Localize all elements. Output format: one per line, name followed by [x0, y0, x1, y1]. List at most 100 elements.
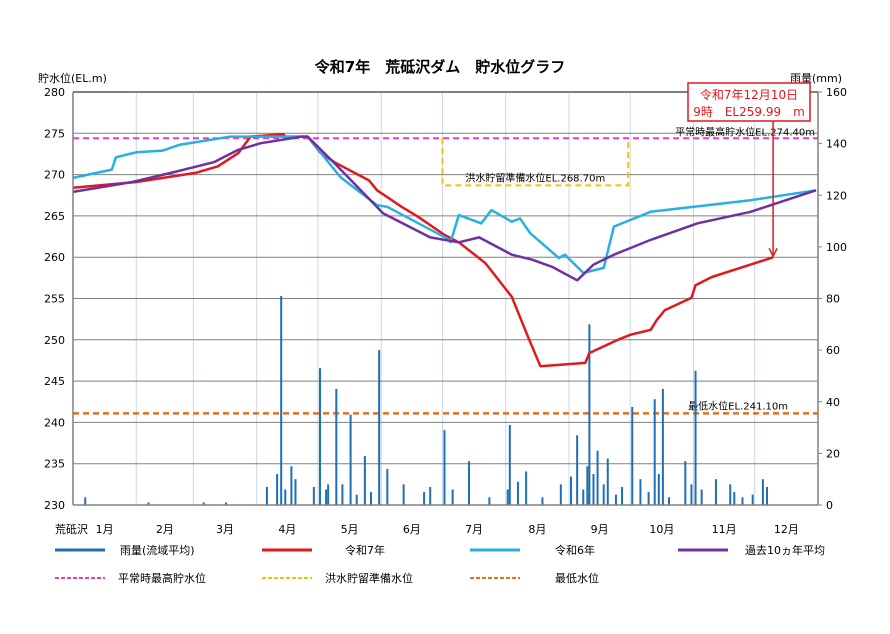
month-label: 12月 [774, 523, 799, 536]
annotation-arrow-head [768, 247, 778, 258]
rainfall-bar [588, 324, 591, 505]
month-label: 4月 [278, 523, 296, 536]
left-tick-label: 235 [44, 458, 65, 471]
rainfall-bar [341, 484, 344, 505]
rainfall-bar [349, 414, 352, 505]
chart-title: 令和7年 荒砥沢ダム 貯水位グラフ [315, 58, 565, 76]
month-label: 6月 [403, 523, 421, 536]
right-tick-label: 140 [826, 138, 847, 151]
rainfall-bar [506, 489, 509, 505]
right-tick-label: 20 [826, 447, 840, 460]
rainfall-bar [653, 399, 656, 505]
rainfall-bar [639, 479, 642, 505]
rainfall-bar [265, 486, 268, 505]
rainfall-bar [751, 494, 754, 505]
rainfall-bar [516, 481, 519, 505]
rainfall-bar [596, 450, 599, 505]
month-label: 5月 [341, 523, 359, 536]
month-label: 9月 [591, 523, 609, 536]
rainfall-bar [559, 484, 562, 505]
level-lines [72, 132, 817, 368]
rainfall-bar [386, 468, 389, 505]
minimum-level-label: 最低水位EL.241.10m [688, 399, 788, 412]
rainfall-bar [592, 474, 595, 505]
normal-max-level-label: 平常時最高貯水位EL.274.40m [675, 125, 815, 138]
rainfall-bar [647, 492, 650, 505]
rainfall-bar [525, 471, 528, 505]
left-tick-label: 250 [44, 334, 65, 347]
rainfall-bar [378, 350, 381, 505]
rainfall-bar [325, 489, 328, 505]
rainfall-bar [614, 494, 617, 505]
rainfall-bar [318, 368, 321, 505]
series-line-令和6年 [72, 135, 817, 275]
rainfall-bar [714, 479, 717, 505]
left-tick-label: 270 [44, 169, 65, 182]
series-line-令和7年 [72, 132, 774, 368]
legend-label: 洪水貯留準備水位 [325, 571, 413, 585]
rainfall-bar [451, 489, 454, 505]
right-tick-label: 100 [826, 241, 847, 254]
month-label: 8月 [528, 523, 546, 536]
left-axis-label: 貯水位(EL.m) [38, 71, 107, 85]
rainfall-bar [631, 406, 634, 505]
rainfall-bar [661, 388, 664, 505]
rainfall-bar [225, 502, 228, 505]
rainfall-bar [741, 497, 744, 505]
rainfall-bar [443, 430, 446, 505]
rainfall-bar [363, 455, 366, 505]
right-tick-label: 80 [826, 293, 840, 306]
month-label: 1月 [96, 523, 114, 536]
rainfall-bar [294, 479, 297, 505]
rainfall-bar [370, 492, 372, 505]
rainfall-bar [684, 461, 687, 505]
right-tick-label: 160 [826, 86, 847, 99]
legend-label: 雨量(流域平均) [120, 543, 195, 557]
legend-label: 過去10ヵ年平均 [745, 543, 825, 557]
rainfall-bar [508, 424, 511, 505]
rainfall-bar [541, 497, 544, 505]
left-tick-label: 275 [44, 127, 65, 140]
flood-reserve-level-label: 洪水貯留準備水位EL.268.70m [465, 171, 605, 184]
flood-reserve-level-line [441, 138, 630, 187]
rainfall-bar [621, 486, 624, 505]
rainfall-bars [84, 295, 768, 505]
right-tick-label: 40 [826, 396, 840, 409]
left-tick-label: 265 [44, 210, 65, 223]
rainfall-bar [690, 484, 693, 505]
rainfall-bar [694, 370, 697, 505]
rainfall-bar [276, 474, 279, 505]
right-tick-label: 60 [826, 344, 840, 357]
rainfall-bar [586, 466, 589, 505]
rainfall-bar [657, 474, 660, 505]
legend-label: 令和6年 [555, 543, 595, 557]
left-tick-label: 260 [44, 251, 65, 264]
rainfall-bar [582, 489, 585, 505]
rainfall-bar [765, 486, 768, 505]
right-tick-label: 0 [826, 499, 833, 512]
month-label: 11月 [712, 523, 737, 536]
rainfall-bar [467, 461, 470, 505]
rainfall-bar [729, 484, 732, 505]
axes: 230 235 240 245 250 255 260 265 270 275 280 0 20 40 60… [44, 86, 847, 536]
rainfall-bar [429, 486, 432, 505]
legend-label: 令和7年 [345, 543, 385, 557]
rainfall-bar [423, 492, 426, 505]
series-line-過去10ヵ年平均 [72, 135, 817, 282]
rainfall-bar [312, 486, 315, 505]
left-tick-label: 245 [44, 375, 65, 388]
rainfall-bar [606, 458, 609, 505]
rainfall-bar [280, 295, 283, 505]
rainfall-bar [700, 489, 703, 505]
annotation-line1: 令和7年12月10日 [700, 87, 798, 102]
rainfall-bar [284, 489, 287, 505]
left-tick-label: 240 [44, 416, 65, 429]
month-label: 2月 [156, 523, 174, 536]
x-axis-name: 荒砥沢 [55, 522, 88, 536]
rainfall-bar [84, 497, 87, 505]
left-tick-label: 280 [44, 86, 65, 99]
rainfall-bar [402, 484, 405, 505]
month-label: 10月 [649, 523, 674, 536]
